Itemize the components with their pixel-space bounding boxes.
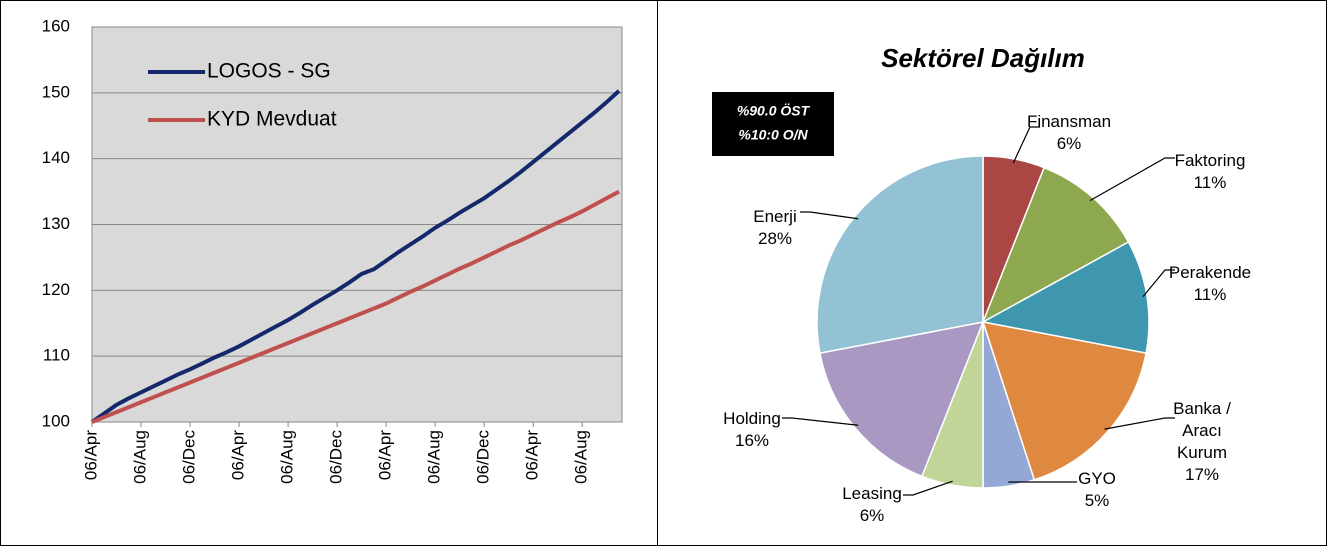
y-tick-label: 140 bbox=[42, 148, 70, 167]
pie-slice bbox=[816, 155, 984, 354]
pie-title: Sektörel Dağılım bbox=[881, 43, 1085, 73]
x-tick-label: 06/Aug bbox=[425, 430, 444, 484]
slice-label: Enerji 28% bbox=[753, 206, 796, 250]
value-label: 6% bbox=[859, 506, 885, 525]
y-tick-label: 150 bbox=[42, 82, 70, 101]
pie-slice bbox=[819, 321, 985, 478]
category-label: Finansman bbox=[1026, 112, 1112, 131]
value-label: 28% bbox=[757, 229, 793, 248]
x-tick-label: 06/Dec bbox=[327, 430, 346, 484]
annotation: %90.0 ÖST bbox=[737, 103, 811, 119]
leader-line bbox=[1142, 269, 1175, 298]
leader-line bbox=[800, 211, 859, 220]
category-label: Holding bbox=[723, 409, 781, 428]
y-tick-label: 100 bbox=[42, 411, 70, 430]
leader-line bbox=[1104, 417, 1175, 430]
x-tick-label: 06/Apr bbox=[523, 430, 542, 480]
slice-label: Leasing 6% bbox=[842, 483, 902, 527]
y-tick-label: 160 bbox=[42, 16, 70, 35]
line bbox=[90, 89, 621, 424]
legend-label: LOGOS - SG bbox=[207, 60, 331, 83]
annotation: %10:0 O/N bbox=[738, 127, 808, 143]
value-label: 16% bbox=[734, 431, 770, 450]
slice-label: Banka / Aracı Kurum 17% bbox=[1172, 398, 1232, 486]
category-label: Perakende bbox=[1168, 263, 1252, 282]
leader-line bbox=[903, 480, 953, 496]
y-tick-label: 110 bbox=[43, 346, 70, 365]
x-tick-label: 06/Dec bbox=[180, 430, 199, 484]
y-tick-label: 130 bbox=[42, 214, 70, 233]
value-label: 11% bbox=[1193, 285, 1227, 304]
line bbox=[91, 189, 620, 424]
x-tick-label: 06/Dec bbox=[474, 430, 493, 484]
category-label: Enerji bbox=[753, 207, 797, 226]
category-label: Banka / Aracı Kurum bbox=[1173, 399, 1231, 462]
slice-label: GYO 5% bbox=[1078, 468, 1116, 512]
leader-line bbox=[1012, 126, 1040, 164]
x-tick-label: 06/Aug bbox=[572, 430, 591, 484]
pie-slice bbox=[981, 166, 1130, 324]
x-tick-label: 06/Apr bbox=[229, 430, 248, 480]
slice-label: Faktoring 11% bbox=[1175, 150, 1246, 194]
value-label: 17% bbox=[1184, 465, 1220, 484]
pie-slice bbox=[981, 321, 1147, 481]
x-tick-label: 06/Apr bbox=[81, 430, 100, 480]
slice-label: Perakende 11% bbox=[1169, 262, 1251, 306]
x-tick-label: 06/Apr bbox=[376, 430, 395, 480]
slice-label: Finansman 6% bbox=[1027, 111, 1111, 155]
category-label: Faktoring bbox=[1174, 151, 1246, 170]
value-label: 6% bbox=[1056, 134, 1082, 153]
x-tick-label: 06/Aug bbox=[131, 430, 150, 484]
legend-label: KYD Mevduat bbox=[207, 108, 337, 131]
y-tick-label: 120 bbox=[42, 280, 70, 299]
pie-slice bbox=[980, 241, 1150, 354]
value-label: 11% bbox=[1193, 173, 1227, 192]
category-label: GYO bbox=[1078, 469, 1116, 488]
x-tick-label: 06/Aug bbox=[278, 430, 297, 484]
category-label: Leasing bbox=[842, 484, 902, 503]
annotation-box bbox=[712, 92, 834, 156]
value-label: 5% bbox=[1084, 491, 1110, 510]
slice-label: Holding 16% bbox=[723, 408, 781, 452]
leader-line bbox=[1089, 157, 1175, 202]
leader-line bbox=[782, 417, 859, 426]
